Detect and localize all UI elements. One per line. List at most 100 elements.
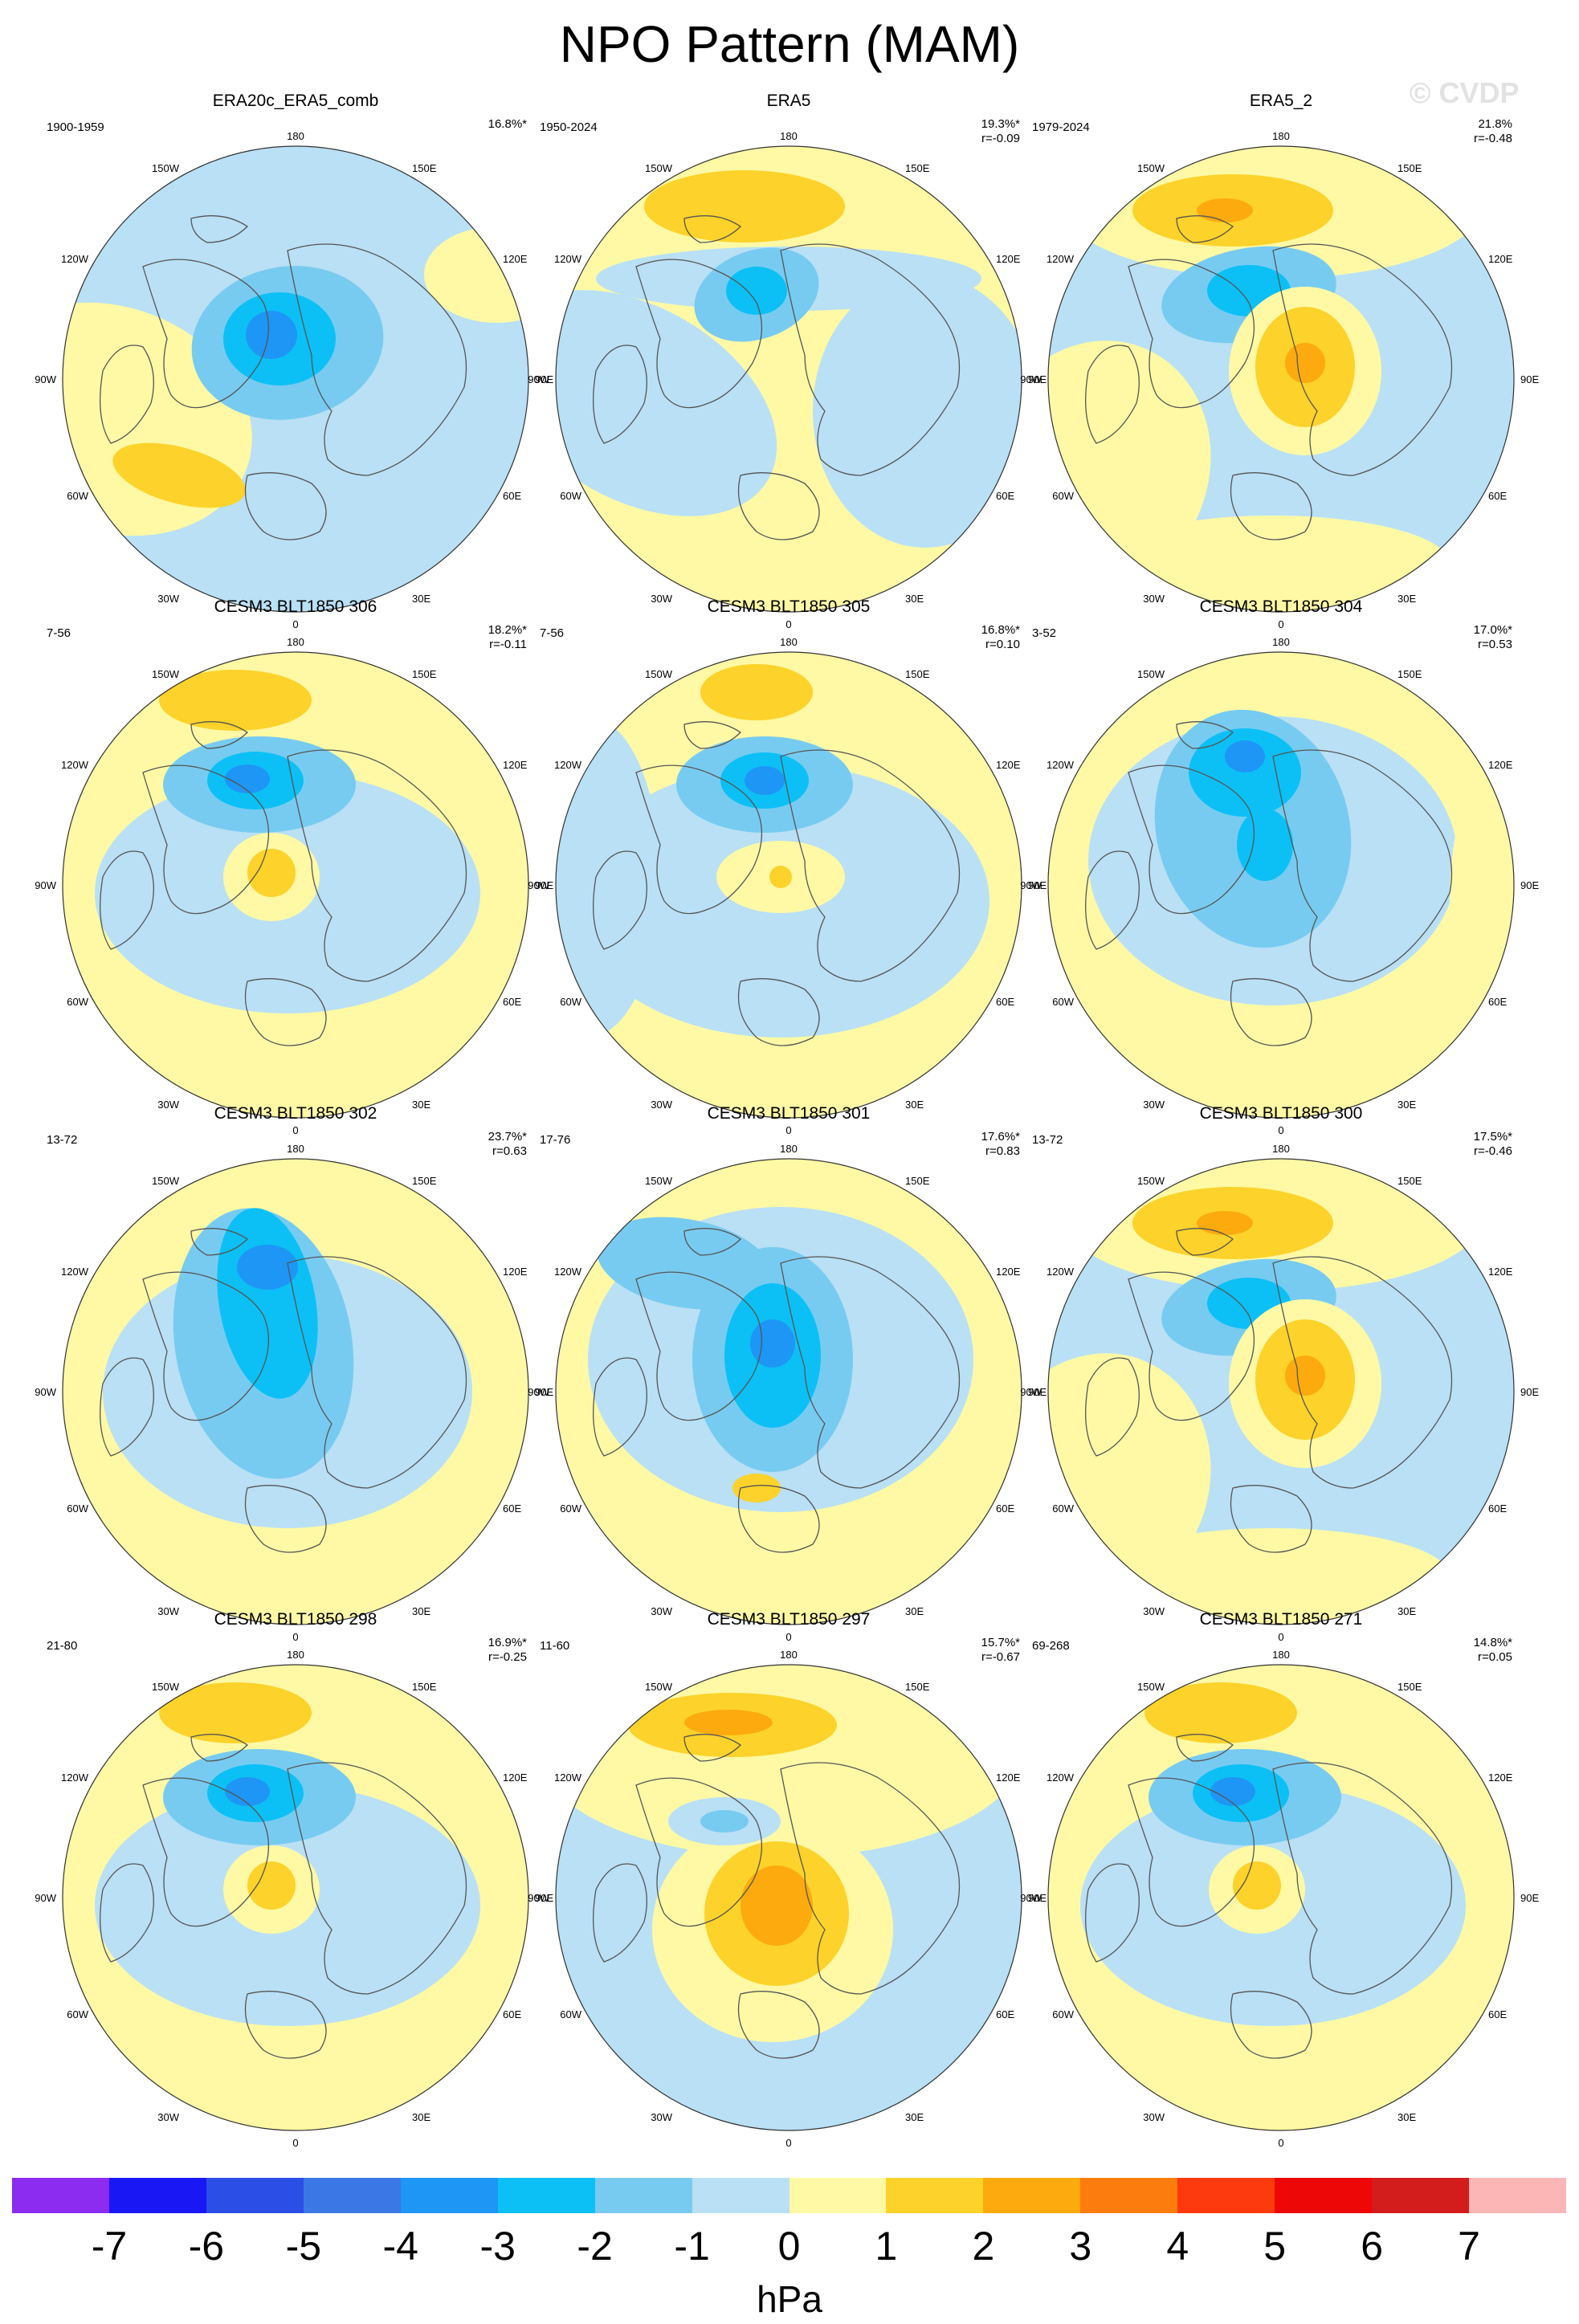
longitude-label: 90E <box>535 373 553 385</box>
anomaly-contour <box>1210 1777 1255 1806</box>
panel-correlation: r=-0.25 <box>488 1650 527 1664</box>
longitude-label: 60W <box>560 1502 581 1515</box>
panel-stats: 18.2%* r=-0.11 <box>406 623 527 652</box>
map-panel: CESM3 BLT1850 304 3-52 17.0%* r=0.53 180 150E… <box>1020 597 1539 1136</box>
anomaly-contour <box>750 1319 795 1368</box>
longitude-label: 30E <box>1397 593 1416 605</box>
anomaly-contour <box>741 1865 813 1946</box>
longitude-label: 120E <box>996 1266 1021 1278</box>
panel-years: 13-72 <box>47 1133 78 1147</box>
longitude-label: 150E <box>412 668 437 680</box>
coastline <box>190 721 249 749</box>
longitude-label: 90W <box>528 1892 549 1904</box>
longitude-label: 30W <box>651 593 672 605</box>
anomaly-contour <box>644 170 845 243</box>
longitude-label: 0 <box>785 618 791 630</box>
colorbar-tick-label: 0 <box>777 2224 801 2269</box>
map-boundary <box>1047 1158 1515 1625</box>
longitude-label: 30W <box>157 1099 179 1111</box>
longitude-label: 90E <box>535 1892 553 1904</box>
longitude-label: 60W <box>67 2008 88 2020</box>
anomaly-contour <box>1197 1211 1253 1235</box>
longitude-label: 120W <box>1047 1772 1075 1784</box>
longitude-label: 60W <box>1052 2008 1074 2020</box>
longitude-label: 180 <box>287 130 304 142</box>
longitude-label: 150W <box>1137 162 1165 174</box>
polar-map: 180 150E 120E 90E 60E 30E 0 30W 60W 90W 120W 150W <box>35 130 553 630</box>
longitude-label: 0 <box>785 2137 791 2149</box>
anomaly-contour <box>112 442 246 508</box>
coastline <box>1272 243 1453 476</box>
anomaly-contour <box>700 1810 749 1833</box>
panel-stats: 16.8%* <box>406 117 527 132</box>
map-boundary <box>62 651 529 1119</box>
map-boundary <box>1047 1664 1515 2131</box>
longitude-label: 30E <box>905 1099 924 1111</box>
panel-years: 17-76 <box>540 1133 571 1147</box>
map-boundary <box>555 1158 1022 1625</box>
map-boundary <box>555 651 1022 1119</box>
coastline <box>1176 1228 1234 1256</box>
longitude-label: 120E <box>996 759 1021 771</box>
colorbar-tick-label: -2 <box>577 2224 613 2269</box>
longitude-label: 60E <box>996 2008 1014 2020</box>
panel-stats: 21.8% r=-0.48 <box>1392 117 1512 146</box>
coastline <box>737 978 820 1046</box>
anomaly-contour <box>726 267 787 315</box>
longitude-label: 120E <box>1488 759 1513 771</box>
coastline <box>1230 472 1312 540</box>
longitude-label: 120E <box>996 1772 1021 1784</box>
coastline <box>287 1256 467 1489</box>
longitude-label: 0 <box>292 2137 298 2149</box>
longitude-label: 60W <box>1052 1502 1074 1515</box>
longitude-label: 90E <box>1520 373 1539 385</box>
longitude-label: 120W <box>61 253 89 265</box>
longitude-label: 90E <box>1028 1386 1047 1398</box>
longitude-label: 30E <box>412 1605 430 1617</box>
longitude-label: 150E <box>905 162 930 174</box>
map-boundary <box>1047 145 1515 613</box>
panel-years: 69-268 <box>1032 1639 1070 1653</box>
coastline <box>142 764 270 915</box>
figure-title: NPO Pattern (MAM) <box>559 15 1020 73</box>
panel-years: 1979-2024 <box>1032 120 1090 134</box>
colorbar-tick-label: -3 <box>479 2224 516 2269</box>
watermark: © CVDP <box>1410 76 1520 109</box>
panel-years: 13-72 <box>1032 1133 1063 1147</box>
panel-title: CESM3 BLT1850 297 <box>707 1610 871 1629</box>
anomaly-contour <box>1144 1682 1297 1743</box>
longitude-label: 0 <box>785 1124 791 1136</box>
longitude-label: 120W <box>554 759 582 771</box>
panel-stats: 14.8%* r=0.05 <box>1392 1636 1512 1665</box>
coastline <box>287 749 467 982</box>
longitude-label: 120W <box>61 1266 89 1278</box>
anomaly-contour <box>237 1245 298 1290</box>
coastline <box>287 1762 467 1995</box>
coastline <box>1128 764 1255 915</box>
longitude-label: 90W <box>35 373 56 385</box>
panel-correlation: r=0.63 <box>492 1144 527 1158</box>
panel-stats: 15.7%* r=-0.67 <box>900 1636 1020 1665</box>
longitude-label: 150E <box>1397 1175 1422 1187</box>
map-boundary <box>555 145 1022 613</box>
colorbar-segment <box>1372 2178 1470 2213</box>
anomaly-contour <box>1096 516 1450 612</box>
colorbar-tick-label: -6 <box>188 2224 225 2269</box>
longitude-label: 120E <box>503 1772 528 1784</box>
panel-correlation: r=0.05 <box>1478 1650 1512 1664</box>
longitude-label: 180 <box>287 1143 304 1155</box>
longitude-label: 60E <box>996 996 1014 1008</box>
longitude-label: 0 <box>1278 2137 1283 2149</box>
coastline <box>1085 345 1140 444</box>
panel-variance-explained: 14.8%* <box>1473 1636 1512 1649</box>
longitude-label: 120W <box>61 759 89 771</box>
longitude-label: 30E <box>1397 2111 1416 2123</box>
colorbar-tick-label: -4 <box>382 2224 418 2269</box>
longitude-label: 30W <box>651 1605 672 1617</box>
longitude-label: 30W <box>157 1605 179 1617</box>
coastline <box>100 850 154 950</box>
longitude-label: 150W <box>1137 668 1165 680</box>
map-boundary <box>62 1158 529 1625</box>
longitude-label: 30E <box>412 593 430 605</box>
colorbar-tick-label: 4 <box>1166 2224 1189 2269</box>
